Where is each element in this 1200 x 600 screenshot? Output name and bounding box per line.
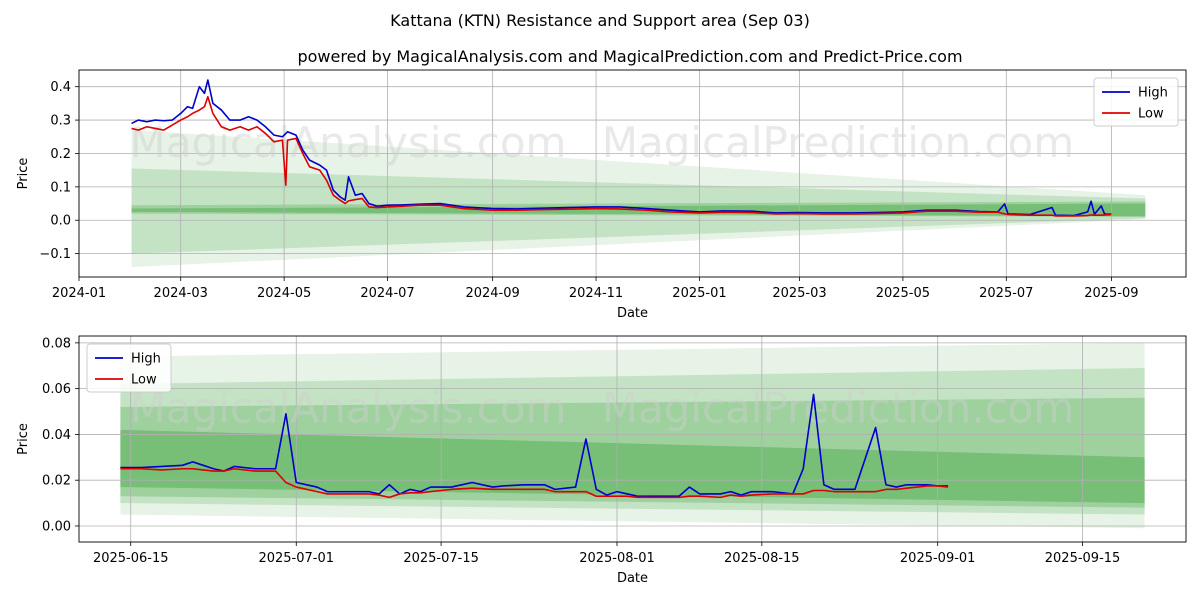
y-tick-label: 0.00 xyxy=(42,519,71,534)
watermark-text: MagicalPrediction.com xyxy=(602,384,1075,433)
y-tick-label: 0.0 xyxy=(50,214,71,229)
x-axis-label: Date xyxy=(617,571,648,586)
series-line-low xyxy=(131,95,1112,217)
axes-frame xyxy=(78,335,1187,543)
y-axis-label: Price xyxy=(16,423,31,455)
x-tick-label: 2024-03 xyxy=(154,286,208,301)
watermark-text: MagicalPrediction.com xyxy=(602,118,1075,167)
band-group xyxy=(120,342,1145,529)
x-tick-label: 2025-08-15 xyxy=(724,551,800,566)
support-band-2 xyxy=(131,168,1146,254)
watermark-text: MagicalAnalysis.com xyxy=(130,118,567,167)
x-tick-label: 2025-03 xyxy=(772,286,826,301)
x-tick-label: 2025-09-01 xyxy=(900,551,976,566)
x-tick-label: 2024-01 xyxy=(52,286,106,301)
y-tick-label: 0.2 xyxy=(50,147,71,162)
y-axis-label: Price xyxy=(16,158,31,190)
x-axis-label: Date xyxy=(617,306,648,321)
plot-area-2: 2025-06-15 2025-07-01 2025-07-15 2025-08-01… xyxy=(16,335,1187,586)
plot-area-1: 2024-01 2024-03 2024-05 2024-07 2024-09 2024-… xyxy=(16,69,1187,321)
y-tick-label: 0.1 xyxy=(50,180,71,195)
series-line-high xyxy=(120,393,949,498)
x-tick-label: 2025-06-15 xyxy=(93,551,169,566)
y-tick-label: 0.3 xyxy=(50,114,71,129)
x-tick-label: 2025-01 xyxy=(672,286,726,301)
axes-frame xyxy=(78,69,1187,278)
legend: High Low xyxy=(1093,77,1179,127)
x-tick-label: 2025-07-01 xyxy=(258,551,334,566)
support-band-2 xyxy=(120,368,1145,515)
x-tick-label: 2025-07-15 xyxy=(403,551,479,566)
y-tick-label: 0.06 xyxy=(42,382,71,397)
series-group xyxy=(120,393,949,499)
x-tick-label: 2025-08-01 xyxy=(579,551,655,566)
legend-label-low: Low xyxy=(1138,107,1164,122)
x-tick-label: 2024-11 xyxy=(569,286,623,301)
x-tick-label: 2025-05 xyxy=(876,286,930,301)
y-tick-label: 0.08 xyxy=(42,336,71,351)
legend-box xyxy=(86,343,172,393)
x-tick-label: 2024-05 xyxy=(257,286,311,301)
y-tick-label: 0.02 xyxy=(42,474,71,489)
series-line-low xyxy=(120,467,949,499)
y-tick-label: 0.04 xyxy=(42,428,71,443)
x-tick-label: 2024-09 xyxy=(465,286,519,301)
chart-subtitle: powered by MagicalAnalysis.com and Magic… xyxy=(297,47,962,66)
y-tick-label: −0.1 xyxy=(39,247,71,262)
x-tick-label: 2025-09-15 xyxy=(1045,551,1121,566)
support-band-1 xyxy=(120,342,1145,529)
legend-label-high: High xyxy=(1138,86,1168,101)
series-group xyxy=(131,79,1112,217)
support-band-1 xyxy=(131,130,1146,267)
chart-title: Kattana (KTN) Resistance and Support are… xyxy=(390,11,810,30)
watermark-text: MagicalAnalysis.com xyxy=(130,384,567,433)
x-tick-label: 2025-09 xyxy=(1084,286,1138,301)
x-tick-label: 2025-07 xyxy=(979,286,1033,301)
legend-label-high: High xyxy=(131,352,161,367)
x-tick-label: 2024-07 xyxy=(360,286,414,301)
y-tick-label: 0.4 xyxy=(50,80,71,95)
legend: High Low xyxy=(86,343,172,393)
legend-box xyxy=(1093,77,1179,127)
legend-label-low: Low xyxy=(131,373,157,388)
